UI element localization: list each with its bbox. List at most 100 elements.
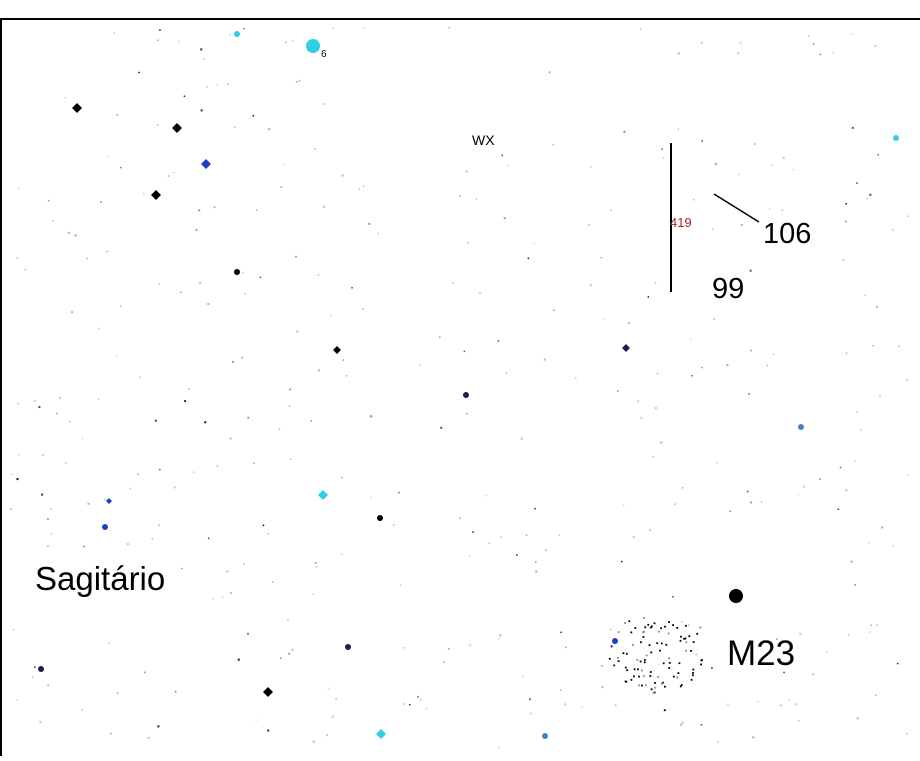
open-cluster-icon (650, 651, 653, 654)
faint-star-icon (856, 182, 858, 184)
faint-star-icon (143, 192, 145, 195)
faint-star-icon (291, 40, 294, 42)
faint-star-icon (701, 140, 703, 142)
faint-star-icon (543, 358, 546, 361)
faint-star-icon (866, 197, 868, 200)
open-cluster-m23 (608, 617, 703, 694)
faint-star-icon (711, 667, 713, 669)
faint-star-icon (259, 276, 262, 279)
faint-star-icon (212, 597, 215, 600)
open-cluster-icon (685, 649, 687, 652)
faint-star-icon (139, 376, 141, 378)
faint-star-icon (206, 85, 209, 88)
open-cluster-icon (664, 685, 666, 688)
open-cluster-icon (625, 652, 628, 655)
faint-star-icon (459, 517, 462, 520)
open-cluster-icon (648, 644, 651, 647)
open-cluster-icon (654, 686, 657, 689)
faint-star-icon (688, 624, 690, 627)
faint-star-icon (213, 206, 216, 209)
open-cluster-icon (653, 622, 656, 625)
faint-star-icon (560, 689, 562, 691)
faint-star-icon (656, 372, 659, 375)
faint-star-icon (459, 195, 461, 197)
faint-star-icon (120, 166, 122, 169)
faint-star-icon (870, 624, 872, 626)
open-cluster-icon (622, 652, 625, 655)
faint-star-icon (244, 293, 246, 295)
open-cluster-icon (644, 626, 647, 629)
faint-star-icon (463, 350, 466, 353)
faint-star-icon (362, 27, 365, 29)
faint-star-icon (11, 473, 13, 475)
faint-star-icon (658, 663, 660, 666)
bright-star-icon (612, 638, 618, 644)
faint-star-icon (647, 296, 650, 298)
open-cluster-icon (624, 622, 626, 624)
open-cluster-icon (680, 635, 682, 638)
faint-star-icon (545, 549, 548, 552)
faint-star-icon (310, 420, 312, 422)
faint-star-icon (288, 405, 291, 408)
faint-star-icon (881, 526, 884, 529)
faint-star-icon (713, 318, 715, 320)
faint-star-icon (403, 703, 405, 706)
faint-star-icon (782, 156, 785, 159)
open-cluster-icon (633, 668, 636, 671)
open-cluster-icon (700, 663, 702, 666)
faint-star-icon (351, 287, 353, 289)
faint-star-icon (283, 163, 285, 166)
faint-star-icon (419, 699, 422, 701)
faint-star-icon (819, 53, 822, 56)
open-cluster-icon (662, 681, 664, 684)
faint-star-icon (59, 397, 61, 399)
faint-star-icon (623, 504, 625, 506)
faint-star-icon (520, 437, 523, 440)
bright-star-icon (622, 344, 630, 352)
faint-star-icon (529, 698, 531, 701)
faint-star-icon (839, 466, 842, 469)
faint-star-icon (271, 581, 274, 583)
open-cluster-icon (642, 636, 645, 638)
bright-star-icon (542, 733, 548, 739)
faint-star-icon (693, 199, 695, 201)
faint-star-icon (681, 621, 683, 623)
faint-star-icon (41, 493, 44, 496)
faint-star-icon (748, 392, 751, 395)
faint-star-icon (403, 647, 406, 649)
faint-star-icon (392, 524, 395, 526)
faint-star-icon (81, 708, 83, 711)
faint-star-icon (10, 508, 12, 511)
faint-star-icon (315, 566, 318, 568)
faint-star-icon (466, 413, 468, 415)
faint-star-icon (184, 400, 187, 403)
faint-star-icon (156, 124, 159, 126)
faint-star-icon (247, 632, 249, 635)
faint-star-icon (472, 531, 474, 533)
faint-star-icon (906, 474, 909, 476)
faint-star-icon (98, 327, 100, 330)
faint-star-icon (529, 712, 532, 715)
faint-star-icon (610, 209, 612, 211)
faint-star-icon (798, 720, 800, 722)
bright-star-icon (893, 135, 899, 141)
open-cluster-icon (645, 684, 647, 687)
faint-star-icon (178, 40, 180, 43)
bright-star-icon (172, 123, 182, 133)
faint-star-icon (195, 229, 198, 231)
faint-star-icon (87, 502, 90, 505)
faint-star-icon (581, 706, 583, 708)
open-cluster-icon (661, 682, 663, 685)
open-cluster-icon (660, 627, 662, 630)
bright-star-field (38, 31, 899, 739)
faint-star-icon (868, 542, 870, 544)
faint-star-icon (242, 271, 244, 274)
faint-star-icon (398, 491, 400, 494)
faint-star-icon (241, 356, 244, 359)
bright-star-icon (377, 515, 383, 521)
open-cluster-icon (665, 643, 668, 646)
faint-star-icon (113, 32, 115, 34)
faint-star-icon (737, 52, 739, 54)
